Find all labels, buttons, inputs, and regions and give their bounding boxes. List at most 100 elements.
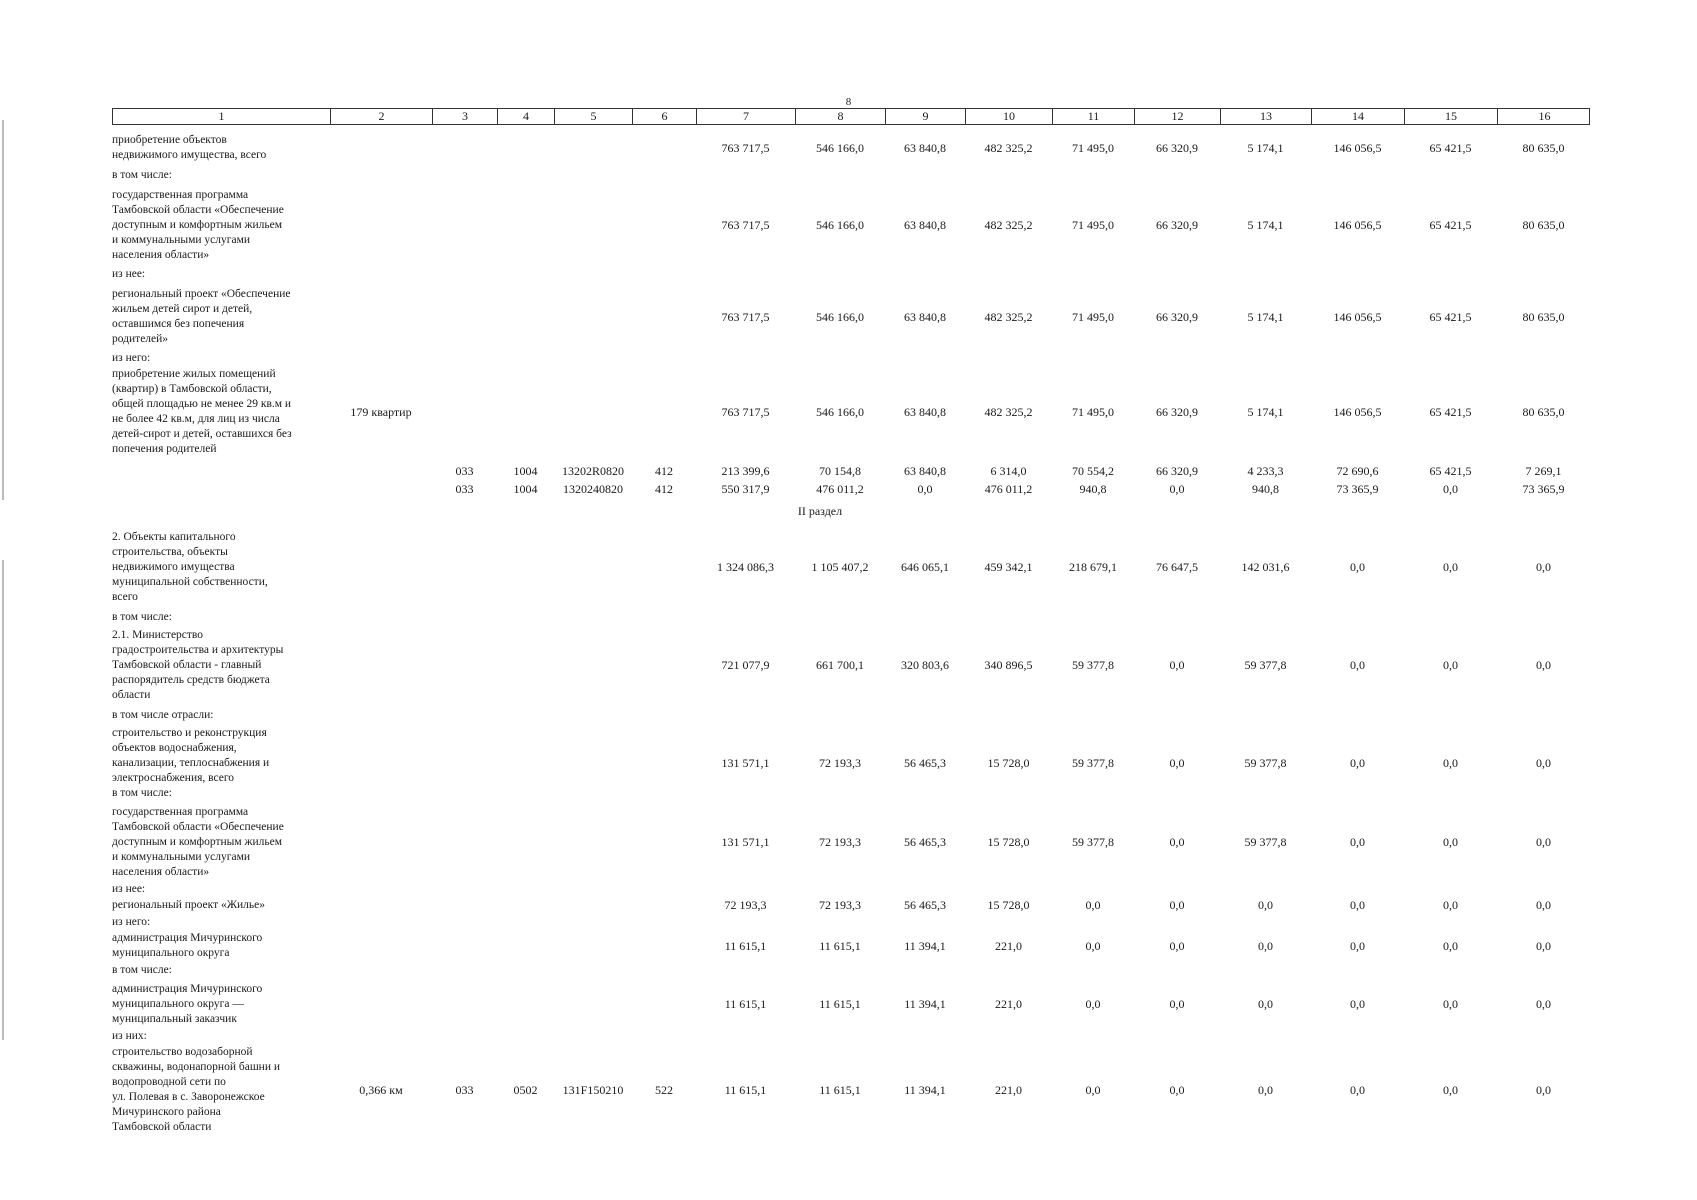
- column-number-9: 9: [886, 109, 966, 124]
- row-description: в том числе:: [112, 610, 332, 625]
- amount-col-15: 0,0: [1443, 835, 1458, 849]
- row-description-line: доступным и комфортным жильем: [112, 219, 282, 231]
- row-description-line: недвижимого имущества, всего: [112, 149, 267, 161]
- amount-col-14: 0,0: [1350, 997, 1365, 1011]
- row-description: из них:: [112, 1029, 332, 1044]
- row-description-line: не более 42 кв.м, для лиц из числа: [112, 413, 280, 425]
- object-capacity: 0,366 км: [359, 1082, 403, 1097]
- amount-col-12: 0,0: [1169, 938, 1185, 953]
- row-description-line: администрация Мичуринского: [112, 983, 263, 995]
- amount-col-14: 146 056,5: [1333, 140, 1382, 155]
- amount-col-9: 63 840,8: [904, 464, 946, 478]
- row-description-line: Тамбовской области: [112, 1121, 212, 1133]
- amount-col-12: 76 647,5: [1156, 560, 1198, 574]
- amount-col-11: 0,0: [1085, 997, 1101, 1011]
- amount-col-8: 476 011,2: [816, 482, 864, 496]
- amount-col-7: 11 615,1: [724, 938, 767, 953]
- ministry-code: 033: [455, 1082, 474, 1097]
- column-number-12: 12: [1135, 109, 1221, 124]
- row-description-line: ул. Полевая в с. Заворонежское: [112, 1091, 265, 1103]
- amount-col-10: 482 325,2: [984, 404, 1033, 419]
- amount-col-9: 63 840,8: [904, 404, 946, 419]
- amount-col-12: 0,0: [1169, 898, 1185, 912]
- row-description-line: общей площадью не менее 29 кв.м и: [112, 398, 292, 410]
- column-number-14: 14: [1312, 109, 1405, 124]
- row-description: из нее:: [112, 882, 332, 897]
- amount-col-13: 142 031,6: [1241, 560, 1290, 574]
- amount-col-11: 70 554,2: [1072, 464, 1114, 478]
- amount-col-10: 476 011,2: [984, 482, 1033, 496]
- row-description-line: оставшимся без попечения: [112, 318, 245, 330]
- row-description-line: муниципальный заказчик: [112, 1013, 237, 1025]
- row-description-line: попечения родителей: [112, 443, 217, 455]
- row-description: приобретение объектов недвижимого имущест…: [112, 133, 332, 163]
- amount-col-13: 5 174,1: [1247, 309, 1284, 324]
- amount-col-13: 0,0: [1258, 898, 1273, 912]
- column-number-6: 6: [633, 109, 697, 124]
- amount-col-15: 0,0: [1443, 898, 1458, 912]
- row-description-line: приобретение объектов: [112, 134, 227, 146]
- row-description-line: скважины, водонапорной башни и: [112, 1061, 281, 1073]
- amount-col-16: 0,0: [1536, 658, 1551, 672]
- amount-col-11: 0,0: [1085, 938, 1101, 953]
- row-description: 2. Объекты капитального строительства, об…: [112, 530, 332, 605]
- amount-col-13: 5 174,1: [1247, 404, 1284, 419]
- amount-col-16: 0,0: [1536, 1082, 1551, 1097]
- amount-col-16: 73 365,9: [1522, 482, 1565, 496]
- amount-col-13: 940,8: [1252, 482, 1279, 496]
- target-article-code: 1320240820: [563, 482, 623, 496]
- amount-col-8: 546 166,0: [816, 404, 864, 419]
- row-description-line: муниципальной собственности,: [112, 576, 268, 588]
- scan-edge-mark: [2, 120, 4, 500]
- amount-col-7: 131 571,1: [721, 835, 770, 849]
- amount-col-14: 146 056,5: [1333, 309, 1382, 324]
- amount-col-15: 65 421,5: [1429, 218, 1472, 232]
- amount-col-14: 146 056,5: [1333, 218, 1382, 232]
- amount-col-10: 340 896,5: [984, 658, 1033, 672]
- amount-col-9: 56 465,3: [904, 835, 946, 849]
- section-code: 1004: [513, 482, 538, 496]
- row-description-line: жильем детей сирот и детей,: [112, 303, 253, 315]
- row-description: строительство и реконструкция объектов во…: [112, 726, 332, 801]
- amount-col-12: 0,0: [1169, 756, 1185, 770]
- amount-col-11: 71 495,0: [1072, 140, 1114, 155]
- row-description-line: доступным и комфортным жильем: [112, 836, 282, 848]
- amount-col-12: 66 320,9: [1156, 140, 1198, 155]
- row-description-line: Тамбовской области «Обеспечение: [112, 821, 284, 833]
- column-number-4: 4: [498, 109, 555, 124]
- row-description-line: детей-сирот и детей, оставшихся без: [112, 428, 292, 440]
- amount-col-14: 0,0: [1350, 658, 1365, 672]
- row-description-line: водопроводной сети по: [112, 1076, 226, 1088]
- target-article-code: 131F150210: [562, 1082, 624, 1097]
- amount-col-14: 146 056,5: [1333, 404, 1382, 419]
- amount-col-10: 459 342,1: [984, 560, 1033, 574]
- amount-col-11: 71 495,0: [1072, 309, 1114, 324]
- row-description: в том числе:: [112, 168, 332, 183]
- amount-col-9: 11 394,1: [904, 997, 946, 1011]
- row-description-line: государственная программа: [112, 189, 249, 201]
- row-description-line: родителей»: [112, 333, 169, 345]
- amount-col-10: 482 325,2: [984, 309, 1033, 324]
- column-number-3: 3: [433, 109, 498, 124]
- amount-col-12: 0,0: [1169, 658, 1185, 672]
- row-description-line: в том числе:: [112, 964, 172, 976]
- row-description: приобретение жилых помещений (квартир) в …: [112, 367, 332, 457]
- amount-col-11: 71 495,0: [1072, 404, 1114, 419]
- row-description: в том числе отрасли:: [112, 708, 332, 723]
- column-number-7: 7: [697, 109, 796, 124]
- ministry-code: 033: [455, 464, 474, 478]
- amount-col-14: 0,0: [1350, 898, 1365, 912]
- row-description-line: строительство водозаборной: [112, 1046, 253, 1058]
- amount-col-9: 320 803,6: [901, 658, 949, 672]
- row-description-line: приобретение жилых помещений: [112, 368, 276, 380]
- amount-col-7: 763 717,5: [721, 140, 770, 155]
- row-description-line: объектов водоснабжения,: [112, 742, 237, 754]
- amount-col-12: 0,0: [1169, 1082, 1185, 1097]
- amount-col-9: 646 065,1: [901, 560, 949, 574]
- amount-col-13: 4 233,3: [1247, 464, 1284, 478]
- row-description-line: строительство и реконструкция: [112, 727, 267, 739]
- amount-col-15: 65 421,5: [1429, 464, 1472, 478]
- column-number-header: 1 2 3 4 5 6 7 8 9 10 11 12 13 14 15 16: [112, 108, 1590, 125]
- row-description-line: недвижимого имущества: [112, 561, 235, 573]
- amount-col-9: 0,0: [917, 482, 933, 496]
